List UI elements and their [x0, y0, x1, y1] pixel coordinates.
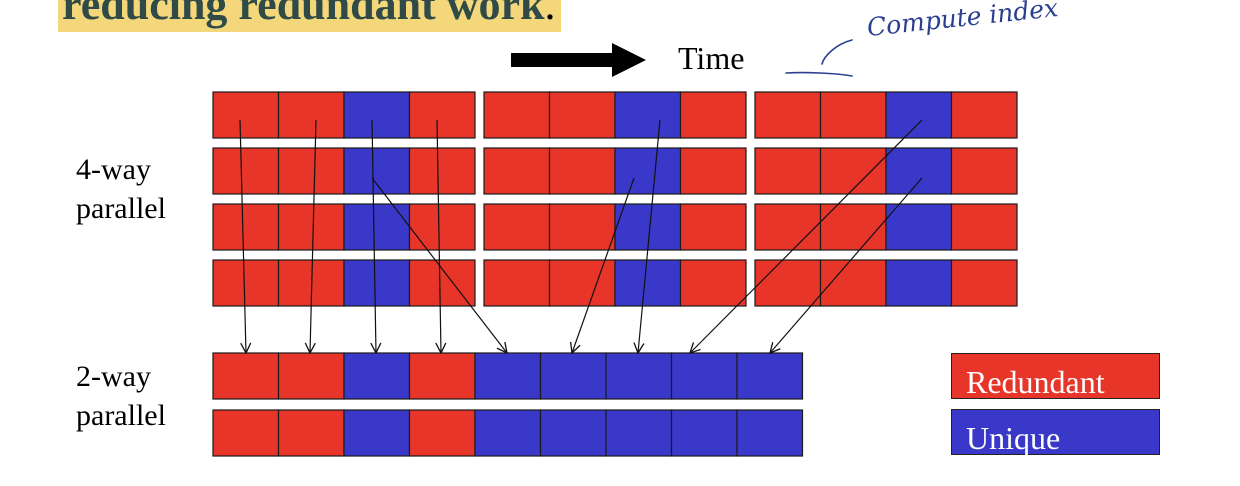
redundant-cell — [212, 409, 280, 457]
dependency-arrow — [239, 119, 246, 353]
redundant-cell — [212, 203, 280, 251]
redundant-cell — [212, 259, 280, 307]
four-way-grid — [212, 91, 1018, 307]
unique-cell — [670, 409, 738, 457]
redundant-cell — [408, 147, 476, 195]
unique-cell — [885, 259, 953, 307]
dependency-arrow — [371, 177, 507, 353]
unique-cell — [670, 352, 738, 400]
redundant-cell — [548, 259, 616, 307]
redundant-cell — [679, 203, 747, 251]
unique-cell — [605, 409, 673, 457]
two-way-label-line1: 2-way — [76, 360, 151, 393]
two-way-grid — [212, 352, 804, 457]
redundant-cell — [548, 203, 616, 251]
two-way-label-line2: parallel — [76, 399, 166, 432]
dependency-arrow — [437, 119, 441, 353]
unique-cell — [474, 352, 542, 400]
title-period: . — [544, 0, 556, 29]
redundant-cell — [548, 91, 616, 139]
redundant-cell — [277, 147, 345, 195]
handwritten-note: Compute index — [866, 0, 1060, 42]
redundant-cell — [212, 147, 280, 195]
redundant-cell — [950, 147, 1018, 195]
redundant-cell — [819, 91, 887, 139]
unique-cell — [343, 91, 411, 139]
legend-redundant: Redundant — [951, 353, 1160, 400]
dependency-arrow — [690, 119, 923, 353]
redundant-cell — [212, 352, 280, 400]
unique-cell — [614, 91, 682, 139]
unique-cell — [885, 147, 953, 195]
redundant-cell — [408, 352, 476, 400]
redundant-cell — [212, 91, 280, 139]
legend-unique: Unique — [951, 409, 1160, 456]
unique-cell — [614, 147, 682, 195]
unique-cell — [614, 259, 682, 307]
legend-unique-label: Unique — [966, 420, 1061, 456]
unique-cell — [343, 203, 411, 251]
unique-cell — [605, 352, 673, 400]
redundant-cell — [277, 409, 345, 457]
redundant-cell — [754, 203, 822, 251]
unique-cell — [539, 352, 607, 400]
time-arrow — [511, 43, 646, 77]
redundant-cell — [679, 259, 747, 307]
unique-cell — [736, 409, 804, 457]
dependency-arrow — [372, 119, 376, 353]
redundant-cell — [754, 147, 822, 195]
redundant-cell — [483, 259, 551, 307]
redundant-cell — [277, 352, 345, 400]
four-way-label-line1: 4-way — [76, 153, 151, 186]
handwritten-annotation — [785, 39, 853, 77]
unique-cell — [736, 352, 804, 400]
dependency-arrow — [638, 119, 661, 353]
redundant-cell — [754, 91, 822, 139]
unique-cell — [343, 259, 411, 307]
redundant-cell — [277, 203, 345, 251]
redundant-cell — [483, 203, 551, 251]
unique-cell — [343, 409, 411, 457]
unique-cell — [614, 203, 682, 251]
redundant-cell — [679, 91, 747, 139]
redundant-cell — [483, 147, 551, 195]
legend-redundant-label: Redundant — [966, 364, 1105, 400]
redundant-cell — [483, 91, 551, 139]
redundant-cell — [819, 203, 887, 251]
unique-cell — [539, 409, 607, 457]
redundant-cell — [754, 259, 822, 307]
slide-title: reducing redundant work — [62, 0, 545, 29]
dependency-arrow — [770, 177, 923, 353]
dependency-arrow — [310, 119, 317, 353]
redundant-cell — [950, 259, 1018, 307]
unique-cell — [343, 147, 411, 195]
time-label: Time — [678, 40, 745, 76]
redundant-cell — [277, 91, 345, 139]
unique-cell — [474, 409, 542, 457]
redundant-cell — [950, 203, 1018, 251]
dependency-arrow — [572, 177, 635, 353]
redundant-cell — [408, 203, 476, 251]
unique-cell — [343, 352, 411, 400]
redundant-cell — [408, 409, 476, 457]
unique-cell — [885, 91, 953, 139]
redundant-cell — [819, 147, 887, 195]
unique-cell — [885, 203, 953, 251]
dependency-arrows — [239, 119, 923, 353]
redundant-cell — [679, 147, 747, 195]
redundant-cell — [408, 91, 476, 139]
four-way-label-line2: parallel — [76, 192, 166, 225]
redundant-cell — [548, 147, 616, 195]
redundant-cell — [950, 91, 1018, 139]
title-highlight: reducing redundant work. — [58, 0, 562, 32]
